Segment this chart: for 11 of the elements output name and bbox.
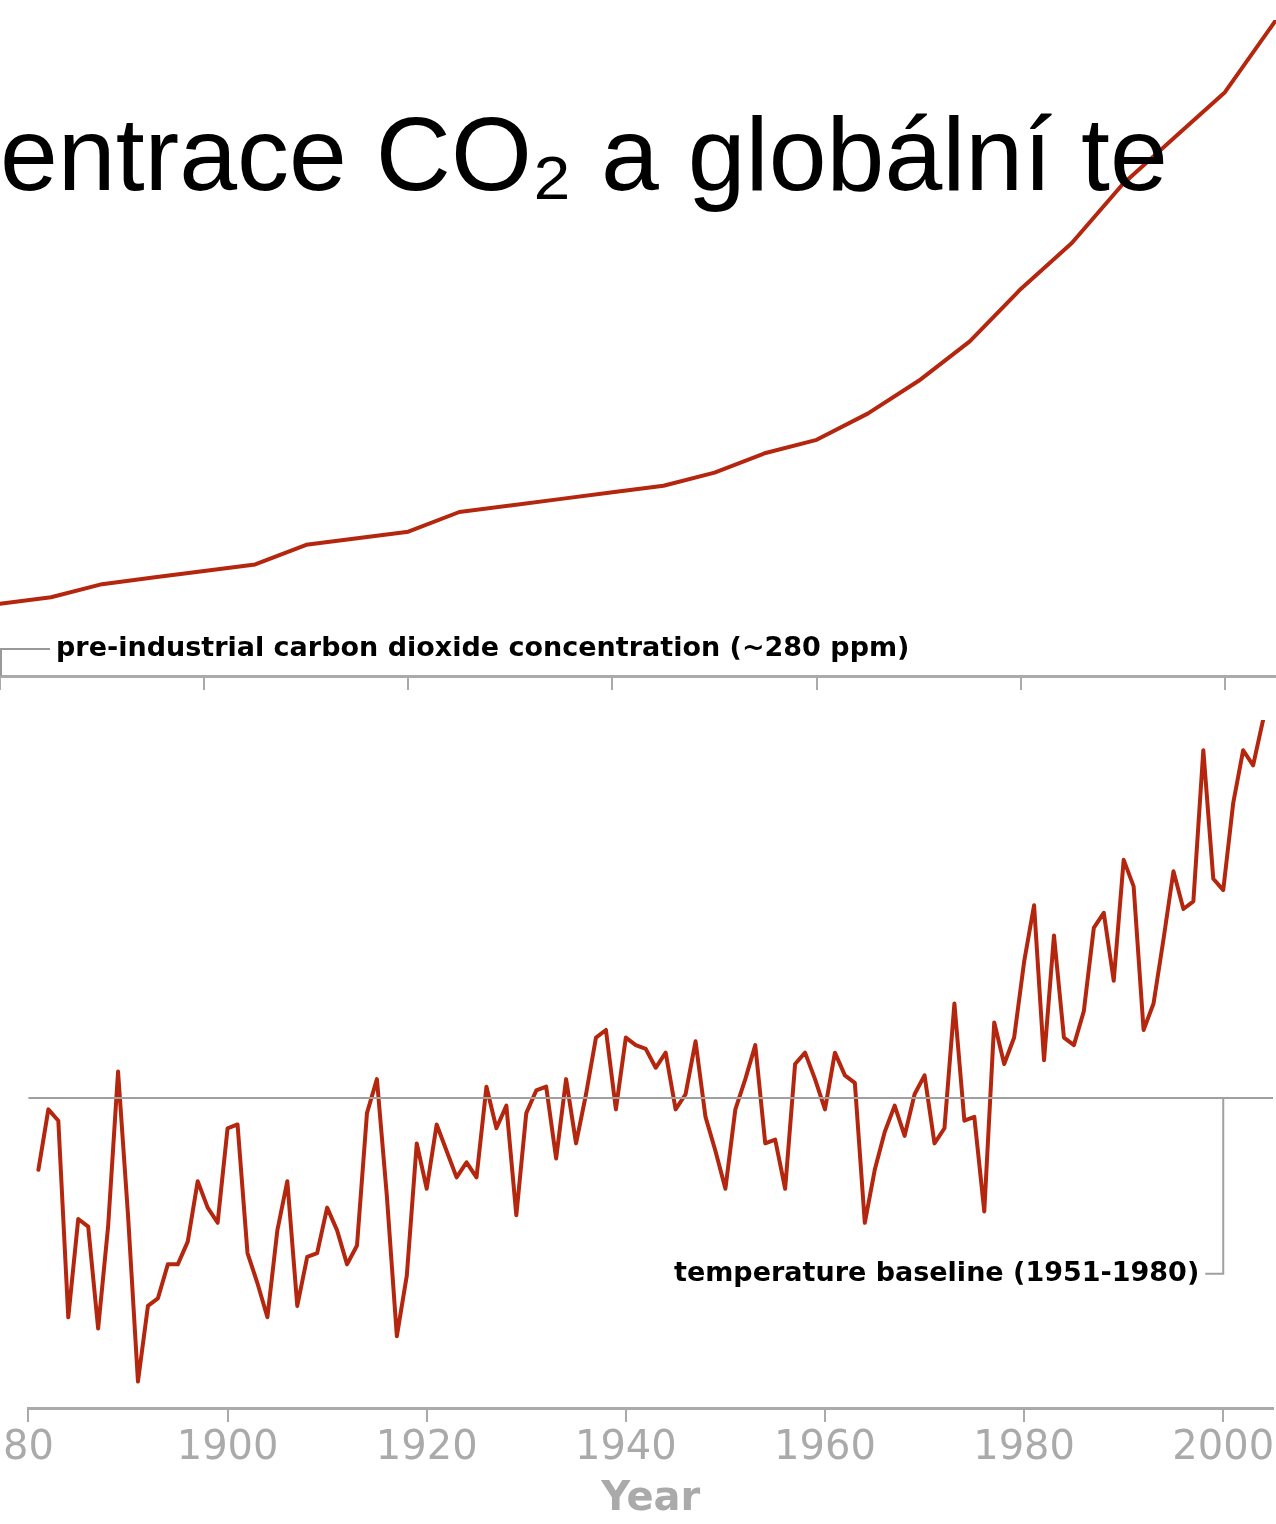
- x-tick-label: 2000: [1172, 1422, 1275, 1469]
- x-tick-label: 1920: [375, 1422, 478, 1469]
- x-tick-label: 1900: [176, 1422, 279, 1469]
- x-tick-label: 1960: [774, 1422, 876, 1469]
- x-tick-label: 80: [3, 1422, 54, 1469]
- text: entrace CO₂ a globální te: [0, 95, 1168, 214]
- x-tick-label: 1940: [574, 1422, 677, 1469]
- x-axis-title: Year: [600, 1473, 701, 1520]
- x-tick-label: 1980: [973, 1422, 1076, 1469]
- ref-line-label: temperature baseline (1951-1980): [674, 1255, 1200, 1287]
- annotation: pre-industrial carbon dioxide concentration (~280 ppm): [56, 631, 910, 663]
